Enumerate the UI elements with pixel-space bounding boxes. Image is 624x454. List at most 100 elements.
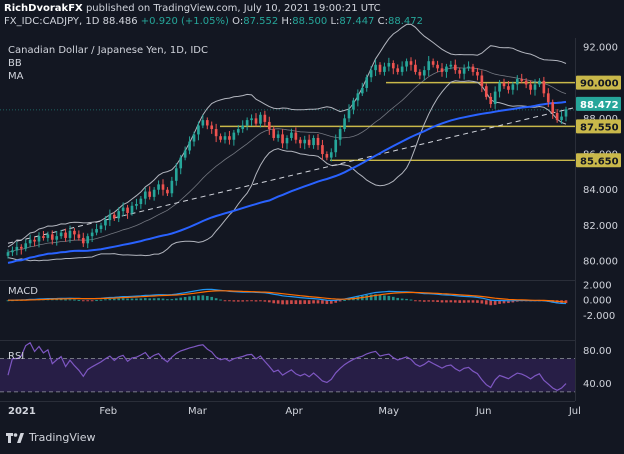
last-price: 88.486 [102, 16, 138, 27]
candle-body [338, 129, 342, 140]
macd-histogram-bar [108, 298, 112, 301]
candle-body [360, 87, 364, 94]
macd-histogram-bar [453, 300, 457, 303]
candle-body [334, 139, 338, 153]
bb-lower-line [7, 80, 567, 262]
price-tag-label: 88.472 [580, 100, 619, 111]
macd-histogram-bar [214, 298, 218, 301]
macd-histogram-bar [507, 300, 510, 304]
price-tag-bg [576, 153, 621, 168]
candle-body [294, 132, 298, 140]
candle-body [391, 62, 395, 69]
candle-body [24, 243, 28, 249]
macd-histogram-bar [205, 295, 209, 301]
macd-histogram-bar [104, 299, 107, 301]
candle-body [117, 211, 121, 219]
time-tick-label: Jul [568, 406, 581, 417]
macd-histogram-bar [55, 299, 59, 301]
macd-histogram-bar [143, 298, 147, 301]
time-tick-label: Apr [285, 406, 303, 417]
candle-body [55, 236, 59, 240]
candle-body [232, 132, 236, 140]
macd-histogram-bar [285, 300, 289, 305]
candle-body [343, 118, 346, 130]
candle-body [471, 66, 475, 72]
candle-body [73, 230, 76, 235]
author-name[interactable]: RichDvorakFX [4, 3, 83, 14]
candle-body [462, 68, 466, 74]
macd-histogram-bar [294, 300, 298, 305]
published-text: published on TradingView.com, July 10, 2… [85, 3, 381, 14]
candle-body [157, 184, 160, 190]
candle-body [431, 61, 435, 65]
macd-pane [6, 288, 568, 306]
bb-label: BB [8, 58, 22, 69]
time-tick-label: May [378, 406, 399, 417]
macd-tick-label: -2.000 [583, 311, 615, 322]
candle-body [46, 234, 50, 238]
candle-body [520, 79, 524, 81]
candle-body [356, 93, 360, 101]
macd-histogram-bar [112, 298, 116, 301]
candle-body [546, 93, 550, 103]
macd-histogram-bar [480, 300, 484, 304]
candle-body [166, 189, 169, 194]
trendline[interactable] [7, 101, 598, 244]
macd-histogram-bar [493, 300, 497, 305]
macd-histogram-bar [298, 300, 302, 305]
macd-histogram-bar [440, 300, 444, 303]
candle-body [223, 136, 227, 140]
candle-body [493, 91, 497, 105]
candle-body [507, 86, 510, 90]
candle-body [453, 64, 457, 71]
price-tag-label: 87.550 [580, 122, 619, 133]
candle-body [143, 191, 147, 199]
candle-body [303, 139, 307, 144]
candle-body [511, 84, 515, 90]
candle-body [99, 225, 103, 230]
candle-body [64, 232, 67, 238]
price-tick-label: 92.000 [583, 42, 618, 53]
candles [6, 56, 568, 259]
macd-histogram-bar [166, 299, 169, 301]
candle-body [400, 66, 404, 72]
macd-histogram-bar [139, 298, 143, 301]
time-axis: 2021 Feb Mar Apr May Jun Jul [8, 406, 581, 417]
candle-body [267, 121, 271, 130]
price-tick-label: 84.000 [583, 185, 618, 196]
tradingview-footer[interactable]: TradingView [6, 431, 95, 444]
candle-body [307, 139, 311, 146]
candle-body [126, 207, 129, 213]
candle-body [290, 132, 293, 138]
candle-body [325, 154, 329, 158]
macd-histogram-bar [431, 300, 435, 302]
ma-label: MA [8, 71, 24, 82]
macd-histogram-bar [334, 300, 338, 303]
macd-histogram-bar [316, 300, 320, 304]
candle-body [564, 109, 568, 117]
candle-body [272, 129, 276, 138]
macd-histogram-bar [427, 300, 431, 302]
candle-body [214, 129, 218, 137]
price-tags: 90.000 88.472 87.550 85.650 [576, 75, 621, 168]
candle-body [245, 120, 249, 126]
macd-histogram-bar [59, 299, 63, 301]
candle-body [449, 64, 453, 67]
candle-body [33, 239, 36, 242]
close-value: 88.472 [387, 16, 423, 27]
candle-body [414, 64, 417, 72]
macd-histogram-bar [462, 300, 466, 303]
macd-histogram-bar [396, 297, 400, 301]
macd-histogram-bar [312, 300, 315, 304]
low-value: 87.447 [339, 16, 375, 27]
candle-body [77, 234, 81, 238]
horizontal-levels[interactable] [220, 81, 575, 161]
macd-histogram-bar [387, 295, 391, 301]
macd-histogram-bar [391, 296, 395, 301]
candle-body [529, 84, 532, 90]
macd-histogram-bar [321, 300, 324, 304]
candle-body [50, 234, 54, 240]
candle-body [15, 246, 19, 251]
candle-body [538, 80, 541, 85]
